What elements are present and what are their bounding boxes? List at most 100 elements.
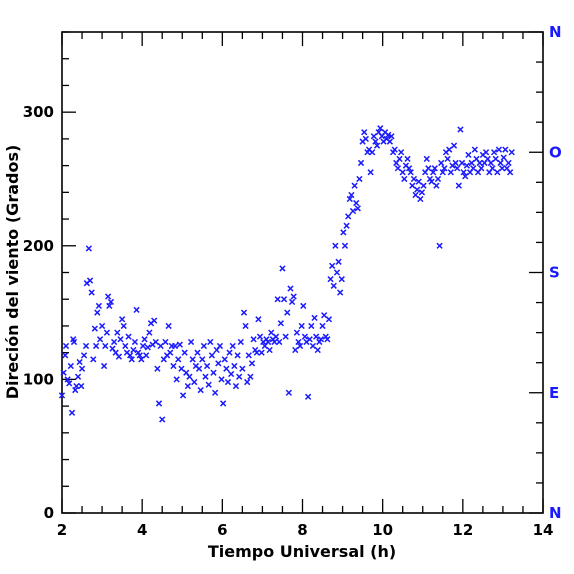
data-point	[308, 322, 315, 330]
data-point	[465, 151, 472, 159]
data-point	[388, 133, 395, 140]
plot-frame	[61, 31, 544, 514]
data-point	[444, 155, 451, 163]
data-point	[345, 213, 352, 220]
data-point	[298, 322, 305, 330]
data-point	[226, 349, 233, 356]
data-point	[80, 352, 88, 359]
data-point	[356, 175, 363, 183]
data-point	[498, 165, 506, 172]
data-point	[311, 314, 318, 322]
data-point	[319, 322, 326, 330]
data-point	[88, 289, 95, 296]
data-point	[312, 333, 320, 340]
data-point	[271, 338, 278, 346]
data-point	[397, 149, 405, 156]
data-point	[455, 182, 462, 189]
data-point	[70, 338, 78, 346]
data-point	[458, 159, 466, 167]
data-point	[176, 341, 183, 348]
data-point	[234, 352, 241, 359]
data-point	[327, 276, 334, 283]
data-point	[507, 169, 514, 176]
data-point	[78, 365, 86, 372]
data-point	[361, 129, 368, 136]
data-point	[468, 159, 475, 167]
data-point	[96, 336, 104, 343]
data-point	[457, 126, 464, 133]
axis-ticks	[61, 31, 544, 514]
data-point	[414, 186, 421, 193]
data-point	[191, 378, 198, 386]
data-point	[58, 392, 66, 399]
data-point	[199, 356, 206, 363]
data-point	[106, 302, 113, 310]
data-point	[179, 392, 187, 399]
data-point	[482, 149, 490, 156]
data-point	[240, 309, 248, 316]
data-point	[377, 125, 384, 132]
data-point	[357, 159, 365, 167]
data-point	[205, 381, 212, 388]
data-point	[165, 322, 172, 330]
data-point	[409, 182, 416, 189]
data-point	[82, 342, 90, 350]
data-point	[152, 338, 159, 346]
data-point	[471, 146, 478, 153]
data-point	[228, 370, 235, 378]
data-point	[314, 346, 321, 354]
data-point	[229, 342, 236, 350]
data-point	[332, 242, 339, 249]
direction-label: N	[549, 504, 562, 522]
data-point	[353, 199, 360, 207]
data-point	[330, 282, 337, 289]
data-point	[95, 302, 103, 310]
data-point	[144, 344, 151, 351]
data-point	[417, 195, 424, 203]
data-point	[404, 155, 411, 163]
data-point	[436, 242, 443, 249]
data-point	[476, 159, 483, 167]
data-point	[170, 362, 177, 370]
data-point	[487, 159, 495, 167]
data-point	[490, 149, 498, 156]
data-point	[489, 165, 496, 172]
data-point	[210, 369, 217, 376]
data-point	[317, 336, 325, 343]
data-point	[258, 349, 265, 356]
data-point	[277, 320, 284, 327]
data-point	[420, 182, 427, 189]
data-point	[428, 178, 435, 185]
data-point	[439, 169, 446, 176]
data-point	[447, 169, 454, 176]
data-point	[125, 333, 132, 340]
data-point	[470, 165, 477, 172]
data-point	[372, 138, 379, 145]
x-tick-label: 10	[372, 521, 393, 539]
data-point	[367, 169, 374, 176]
data-point	[338, 276, 345, 283]
data-point	[497, 159, 504, 167]
data-point	[272, 333, 280, 340]
data-point	[423, 155, 430, 163]
data-point	[454, 165, 461, 172]
data-point	[232, 382, 240, 390]
y-axis-title: Direción del viento (Grados)	[3, 145, 22, 400]
data-point	[415, 178, 422, 185]
data-point	[60, 369, 67, 376]
data-point	[494, 169, 501, 176]
data-point	[162, 338, 169, 346]
y-tick-label: 300	[23, 103, 54, 121]
data-point	[202, 373, 209, 380]
data-point	[268, 329, 275, 336]
data-point	[441, 165, 448, 172]
data-point	[67, 362, 74, 370]
y-tick-label: 200	[23, 237, 54, 255]
data-point	[333, 269, 341, 276]
data-point	[231, 362, 238, 370]
x-tick-labels: 2 4 6 8 10 12 14	[57, 521, 554, 539]
data-point	[104, 293, 112, 300]
data-point	[72, 386, 79, 394]
data-point	[208, 352, 216, 359]
